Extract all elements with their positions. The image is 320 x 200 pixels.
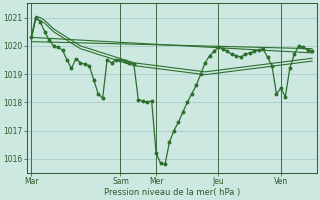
X-axis label: Pression niveau de la mer( hPa ): Pression niveau de la mer( hPa ) <box>104 188 240 197</box>
